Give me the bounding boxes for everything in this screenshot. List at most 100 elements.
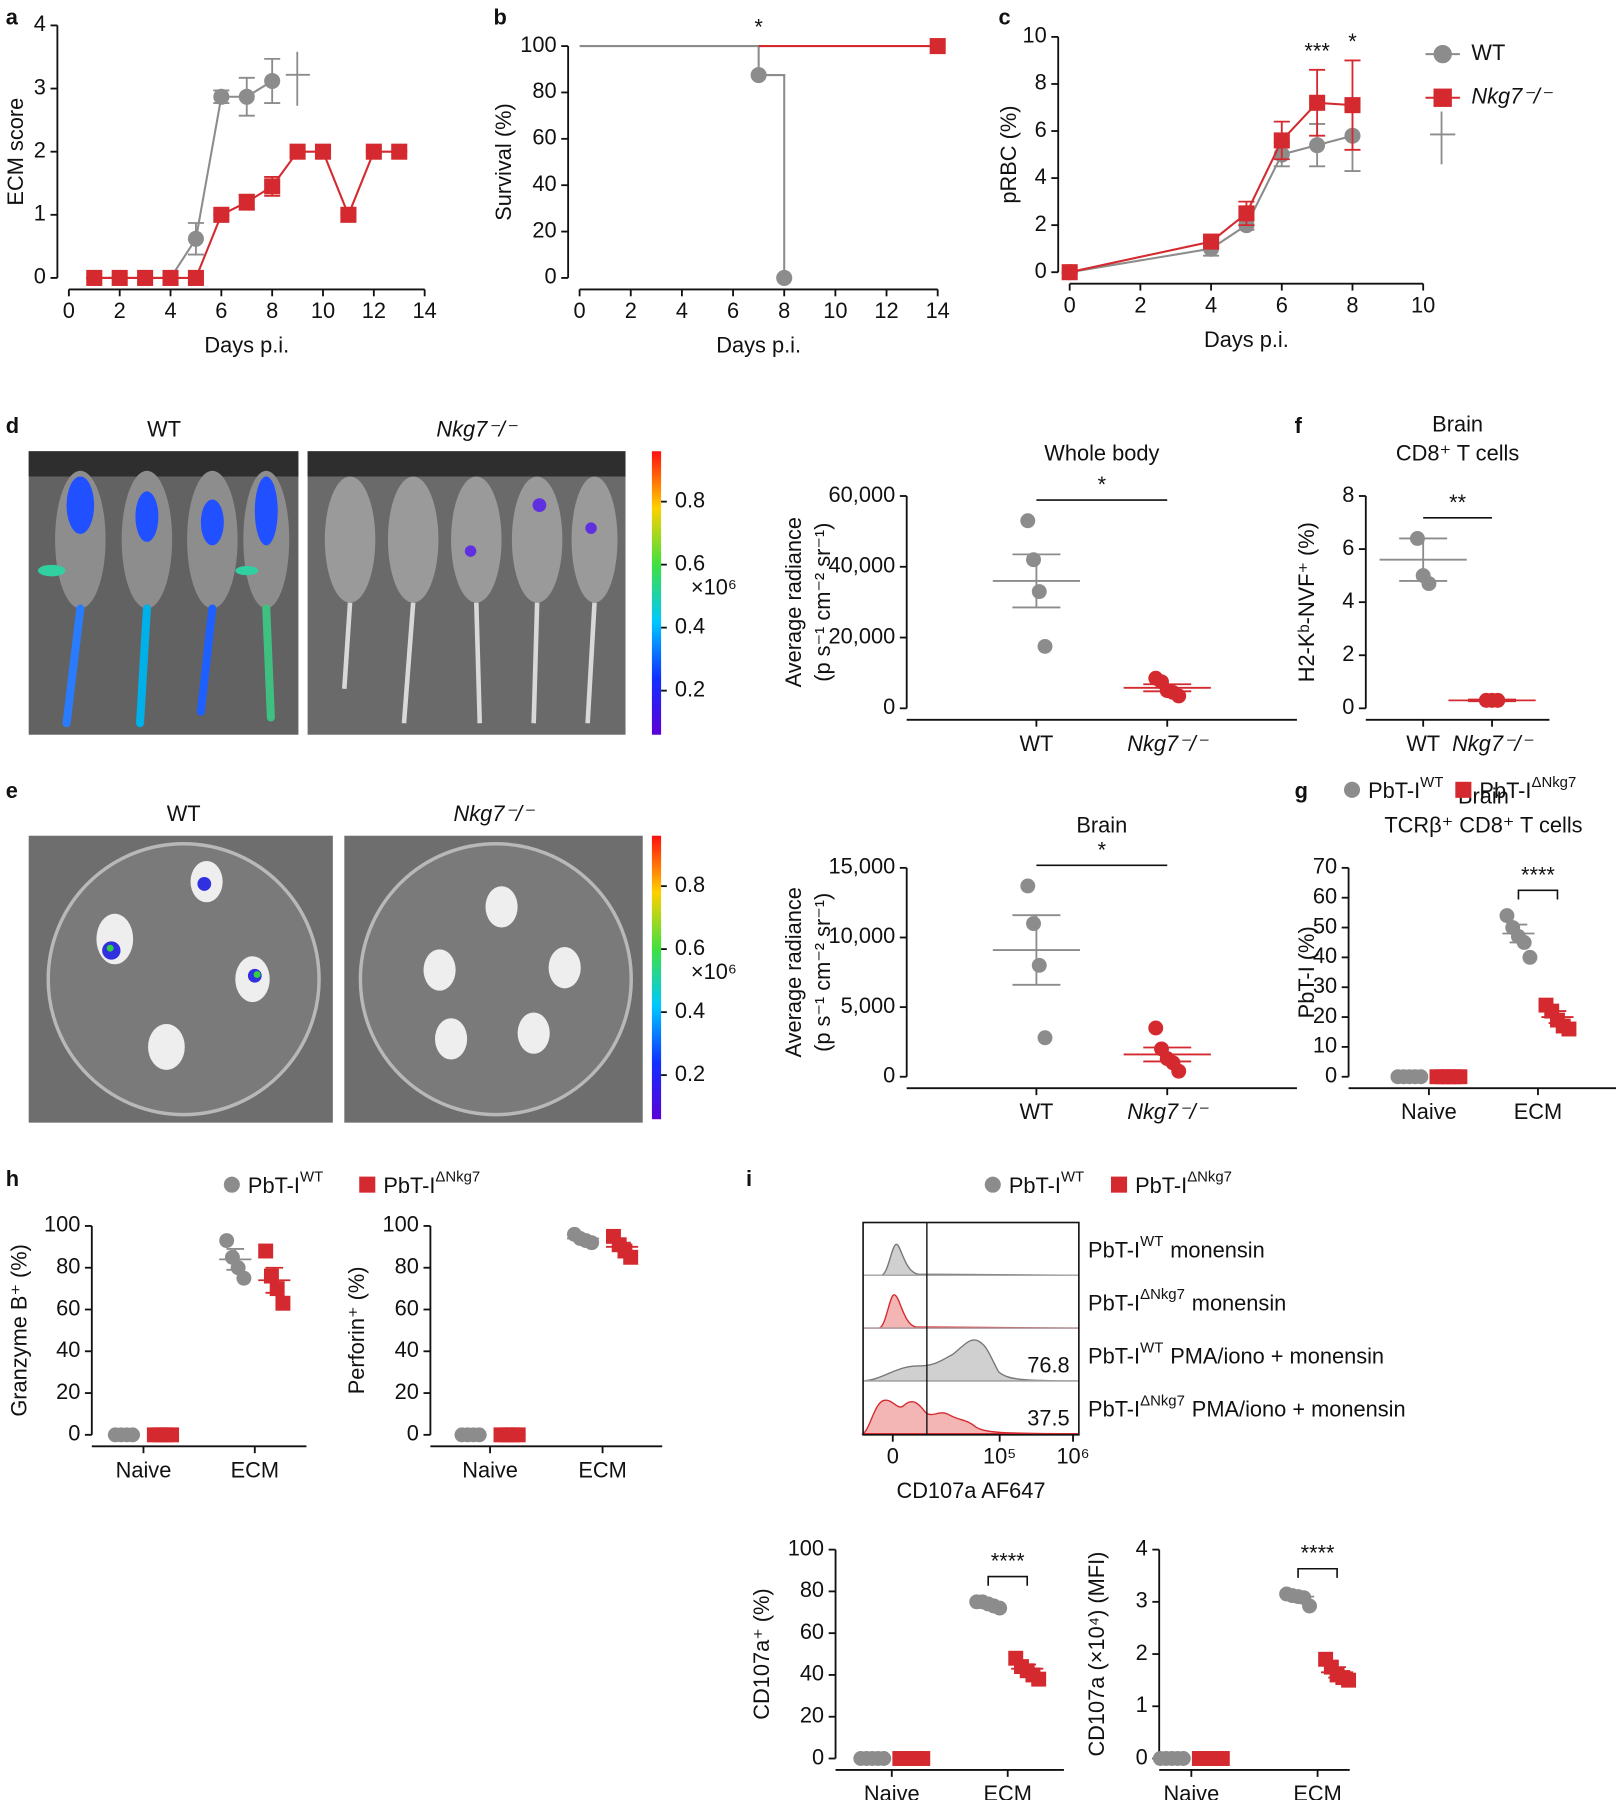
annotation: * [754, 15, 763, 40]
x-tick-label: 2 [625, 298, 637, 323]
panel-dot: f 0 2 4 6 8 WT Nkg7⁻/⁻ H2-Kᵇ-NVF⁺ (%) Brain CD8⁺ T… [1294, 412, 1550, 756]
marker [314, 143, 332, 160]
marker [258, 1243, 274, 1259]
x-axis-label: CD107a AF647 [896, 1478, 1045, 1503]
marker [1341, 1672, 1357, 1688]
y-tick-label: 100 [44, 1212, 80, 1237]
y-tick-label: 4 [1136, 1535, 1148, 1560]
marker [137, 269, 154, 286]
x-tick-label: Nkg7⁻/⁻ [1452, 731, 1533, 756]
colorbar-tick-label: 0.8 [675, 487, 705, 512]
y-tick-label: 80 [800, 1577, 824, 1602]
x-tick-label: 12 [362, 298, 386, 323]
label: PbT-IΔNkg7 [1135, 1169, 1232, 1198]
significance: **** [1521, 862, 1555, 887]
name: PbT-I [1009, 1173, 1061, 1198]
y-tick-label: 2 [1035, 211, 1047, 236]
y-tick-label: 8 [1035, 70, 1047, 95]
name-suffix: monensin [1192, 1290, 1287, 1315]
label: PbT-IΔNkg7 [383, 1169, 480, 1198]
y-tick-label: 0 [883, 694, 895, 719]
marker [1031, 1671, 1047, 1687]
y-tick-label: 60 [1313, 883, 1337, 908]
x-tick-label: Naive [1401, 1099, 1457, 1124]
name-sup: ΔNkg7 [1187, 1169, 1232, 1186]
series-line [94, 80, 273, 279]
colorbar-unit: ×10⁶ [691, 959, 737, 984]
label: PbT-IWT [1368, 774, 1443, 803]
marker [86, 269, 103, 286]
legend-marker [1111, 1176, 1128, 1193]
y-tick-label: 0 [1342, 694, 1354, 719]
marker [269, 1281, 285, 1297]
y-axis-label: H2-Kᵇ-NVF⁺ (%) [1294, 522, 1319, 682]
name-suffix: monensin [1170, 1237, 1265, 1262]
chart-title: Brain [1076, 812, 1127, 837]
x-axis-label: Days p.i. [1204, 327, 1289, 352]
marker [164, 1427, 180, 1443]
name: PbT-I [1479, 778, 1531, 803]
x-tick-label: ECM [231, 1457, 279, 1482]
y-tick-label: 40 [532, 171, 556, 196]
plot-frame [862, 1221, 1080, 1436]
marker [1409, 531, 1425, 546]
y-tick-label: 10 [1022, 23, 1046, 48]
x-tick-label: 10⁵ [983, 1444, 1016, 1469]
marker [213, 206, 230, 223]
significance-bracket [1297, 1567, 1338, 1578]
x-tick-label: 2 [1134, 292, 1146, 317]
marker [1061, 264, 1078, 281]
name: PbT-I [248, 1173, 300, 1198]
x-tick-label: 14 [926, 298, 950, 323]
y-tick-label: 80 [56, 1253, 80, 1278]
marker [1171, 1063, 1187, 1079]
marker [236, 1270, 252, 1286]
marker [1273, 132, 1290, 149]
name: PbT-I [1135, 1173, 1187, 1198]
image-label: WT [167, 801, 201, 826]
y-axis-label: Average radiance [781, 517, 806, 687]
name-suffix: PMA/iono + monensin [1170, 1343, 1384, 1368]
legend-marker [359, 1176, 376, 1193]
marker [1561, 1021, 1577, 1037]
x-tick-label: WT [1406, 731, 1440, 756]
y-tick-label: 60 [395, 1295, 419, 1320]
x-tick-label: 0 [887, 1444, 899, 1469]
colorbar-tick-label: 0.2 [675, 676, 705, 701]
y-tick-label: 10 [1313, 1033, 1337, 1058]
panel-letter: b [494, 4, 507, 29]
x-tick-label: 6 [1276, 292, 1288, 317]
y-tick-label: 2 [1342, 641, 1354, 666]
y-tick-label: 0 [34, 264, 46, 289]
marker [750, 67, 767, 84]
x-tick-label: Naive [462, 1457, 518, 1482]
y-tick-label: 100 [788, 1535, 824, 1560]
annotation: * [1348, 29, 1357, 54]
legend-marker [1455, 781, 1472, 798]
chart-title: Brain [1432, 412, 1483, 437]
panel-dot: 0 20,000 40,000 60,000 WT Nkg7⁻/⁻ Average radi… [781, 440, 1297, 756]
panel-letter: f [1295, 413, 1303, 438]
marker [1309, 94, 1326, 111]
significance-bracket [987, 1575, 1029, 1586]
y-tick-label: 50 [1313, 913, 1337, 938]
colorbar-tick-label: 0.6 [675, 935, 705, 960]
name: PbT-I [1088, 1237, 1140, 1262]
y-tick-label: 2 [34, 137, 46, 162]
y-tick-label: 3 [34, 74, 46, 99]
y-tick-label: 70 [1313, 854, 1337, 879]
y-tick-label: 40 [800, 1661, 824, 1686]
legend-label: WT [1471, 40, 1505, 65]
y-tick-label: 30 [1313, 973, 1337, 998]
name: PbT-I [1088, 1343, 1140, 1368]
panel-letter: g [1295, 778, 1308, 803]
marker [1026, 916, 1041, 932]
x-tick-label: Nkg7⁻/⁻ [1127, 731, 1208, 756]
name-sup: ΔNkg7 [1140, 1286, 1185, 1303]
legend-marker [223, 1176, 240, 1193]
marker [992, 1600, 1008, 1616]
y-tick-label: 100 [383, 1212, 419, 1237]
marker [510, 1427, 526, 1443]
panel-step: b 0 20 40 60 80 100 0 2 4 6 8 10 12 14 Days p.i. Surviva… [491, 4, 950, 357]
